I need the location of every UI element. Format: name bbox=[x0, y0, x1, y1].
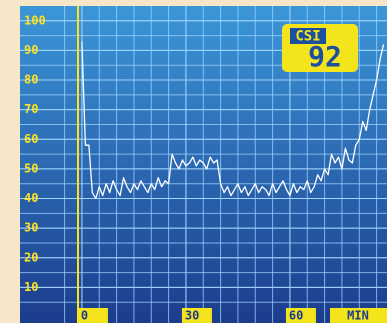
y-tick-label: 60 bbox=[24, 132, 38, 146]
x-tick-label: 0 bbox=[81, 309, 88, 323]
y-tick-label: 90 bbox=[24, 43, 38, 57]
x-tick-box bbox=[181, 308, 212, 323]
badge-label: CSI bbox=[295, 29, 320, 45]
x-tick-box bbox=[77, 308, 108, 323]
x-tick-label: 30 bbox=[185, 309, 199, 323]
x-label-box bbox=[330, 308, 387, 323]
y-tick-label: 50 bbox=[24, 161, 38, 175]
badge-label-box bbox=[290, 28, 326, 44]
y-tick-label: 30 bbox=[24, 221, 38, 235]
x-label: MIN bbox=[347, 309, 369, 323]
data-line bbox=[81, 41, 385, 200]
x-tick-box bbox=[285, 308, 316, 323]
y-tick-label: 20 bbox=[24, 250, 38, 264]
y-tick-label: 70 bbox=[24, 102, 38, 116]
y-tick-label: 10 bbox=[24, 280, 38, 294]
y-tick-label: 80 bbox=[24, 73, 38, 87]
current-value: 92 bbox=[308, 40, 342, 73]
x-tick-label: 60 bbox=[289, 309, 303, 323]
y-tick-label: 100 bbox=[24, 13, 46, 27]
badge: CSI 92 bbox=[282, 24, 358, 73]
y-tick-label: 40 bbox=[24, 191, 38, 205]
